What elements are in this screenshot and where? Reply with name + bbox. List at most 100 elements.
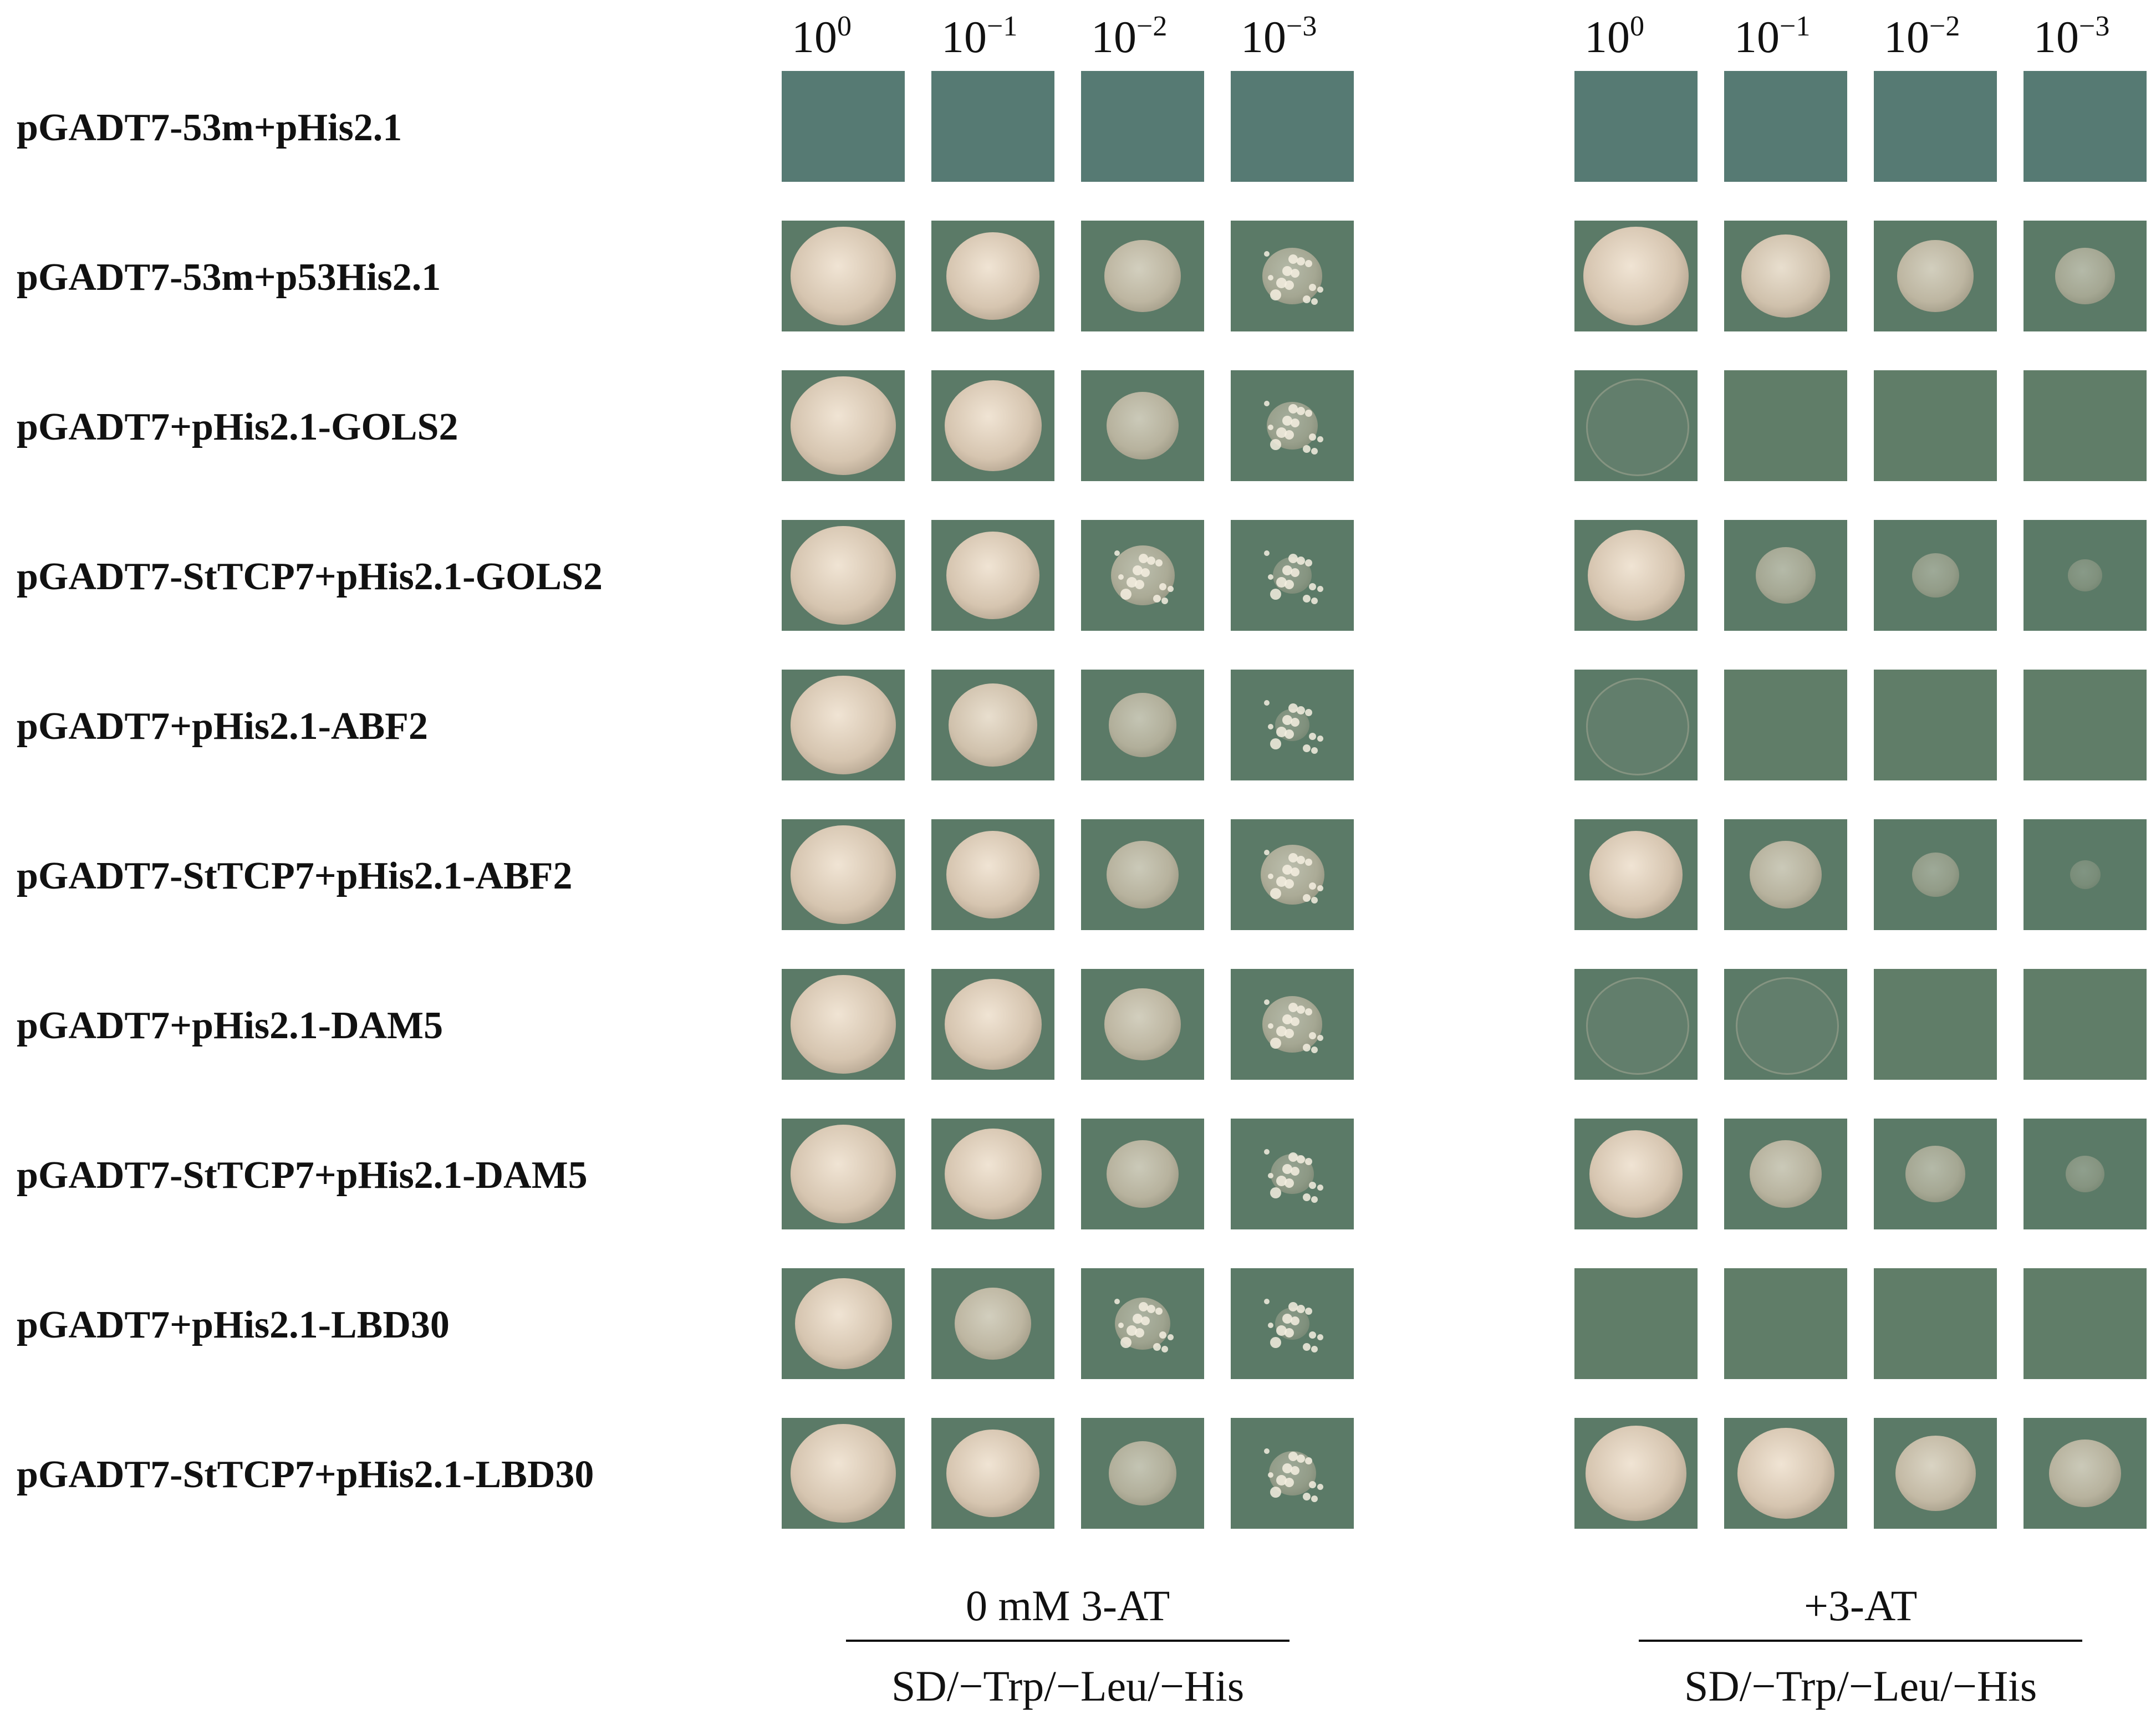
microcolony [1161, 598, 1168, 604]
yeast-colony [1912, 553, 1959, 598]
microcolony [1264, 999, 1270, 1005]
microcolony [1317, 436, 1323, 442]
microcolony [1291, 1466, 1299, 1475]
spot-tile [2024, 1119, 2147, 1229]
microcolony [1291, 568, 1299, 577]
strain-label: pGADT7-StTCP7+pHis2.1-DAM5 [17, 1154, 588, 1197]
microcolony [1270, 738, 1281, 749]
microcolony [1264, 1299, 1270, 1304]
microcolony [1311, 897, 1318, 904]
spot-tile [2024, 71, 2147, 182]
microcolony [1155, 1308, 1163, 1315]
microcolony [1288, 1452, 1298, 1461]
spot-tile [2024, 370, 2147, 481]
microcolony [1270, 888, 1281, 899]
microcolony [1317, 586, 1323, 592]
microcolony [1297, 1454, 1305, 1463]
spot-tile [1874, 520, 1997, 631]
microcolony [1114, 550, 1120, 556]
yeast-colony [791, 825, 896, 925]
spot-tile [782, 670, 905, 780]
microcolony [1297, 856, 1305, 864]
microcolony [1305, 559, 1312, 566]
microcolony [1270, 1038, 1281, 1049]
spot-tile [1724, 1119, 1847, 1229]
microcolony [1311, 1047, 1318, 1053]
dilution-header: 10−1 [941, 12, 1017, 60]
microcolony [1309, 433, 1316, 441]
yeast-colony [946, 831, 1039, 918]
microcolony [1311, 448, 1318, 455]
microcolony [1303, 744, 1311, 752]
microcolony [1303, 295, 1311, 303]
microcolony [1305, 410, 1312, 417]
microcolony [1133, 1314, 1143, 1324]
spot-tile [1724, 1268, 1847, 1379]
microcolony [1159, 583, 1166, 590]
yeast-colony [1108, 693, 1177, 757]
microcolony [1311, 1346, 1318, 1352]
yeast-colony [1737, 1427, 1834, 1519]
yeast-colony [794, 1278, 892, 1370]
dilution-header: 10−3 [1241, 12, 1317, 60]
microcolony [1303, 894, 1311, 902]
microcolony [1288, 1302, 1298, 1311]
spot-tile [1724, 221, 1847, 331]
microcolony [1288, 853, 1298, 862]
spot-tile [1231, 969, 1354, 1080]
spot-tile [782, 370, 905, 481]
spot-tile [782, 71, 905, 182]
microcolony [1285, 879, 1294, 889]
microcolony [1297, 407, 1305, 415]
microcolony [1291, 1316, 1299, 1325]
strain-label: pGADT7-53m+p53His2.1 [17, 256, 441, 299]
microcolony [1291, 718, 1299, 727]
microcolony [1291, 867, 1299, 876]
microcolony [1276, 1026, 1287, 1037]
dilution-header: 10−3 [2033, 12, 2109, 60]
yeast-colony [1756, 547, 1816, 604]
microcolony [1309, 1331, 1316, 1339]
microcolony [1276, 427, 1287, 438]
spot-tile [1574, 221, 1698, 331]
microcolony [1309, 284, 1316, 291]
spot-tile [1231, 1268, 1354, 1379]
microcolony [1135, 580, 1144, 589]
spot-tile [782, 1418, 905, 1529]
spot-tile [2024, 969, 2147, 1080]
microcolony [1264, 1149, 1270, 1155]
microcolony [1268, 574, 1273, 580]
spot-tile [1724, 969, 1847, 1080]
microcolony [1303, 445, 1311, 453]
microcolony [1317, 736, 1323, 742]
strain-label: pGADT7+pHis2.1-DAM5 [17, 1004, 444, 1047]
microcolony [1155, 559, 1163, 566]
medium-label: SD/−Trp/−Leu/−His [891, 1662, 1245, 1710]
microcolony [1268, 1472, 1273, 1478]
spot-tile [782, 1119, 905, 1229]
spot-tile [1574, 670, 1698, 780]
microcolony [1282, 865, 1292, 875]
microcolony [1147, 557, 1155, 565]
spot-tile [931, 71, 1054, 182]
yeast-colony [1583, 226, 1689, 326]
spot-tile [1874, 221, 1997, 331]
microcolony [1118, 574, 1124, 580]
microcolony [1303, 1343, 1311, 1351]
microcolony [1264, 550, 1270, 556]
spot-tile [1231, 221, 1354, 331]
microcolony [1288, 1152, 1298, 1162]
microcolony [1264, 401, 1270, 406]
spot-tile [1874, 1119, 1997, 1229]
spot-tile [1724, 71, 1847, 182]
microcolony [1303, 1493, 1311, 1500]
spot-tile [1724, 1418, 1847, 1529]
spot-tile [782, 1268, 905, 1379]
yeast-colony [1108, 1441, 1177, 1505]
microcolony [1139, 554, 1148, 563]
microcolony [1276, 278, 1287, 288]
yeast-colony [1586, 678, 1689, 775]
microcolony [1135, 1328, 1144, 1338]
spot-tile [1574, 71, 1698, 182]
condition-label: 0 mM 3-AT [966, 1581, 1170, 1630]
